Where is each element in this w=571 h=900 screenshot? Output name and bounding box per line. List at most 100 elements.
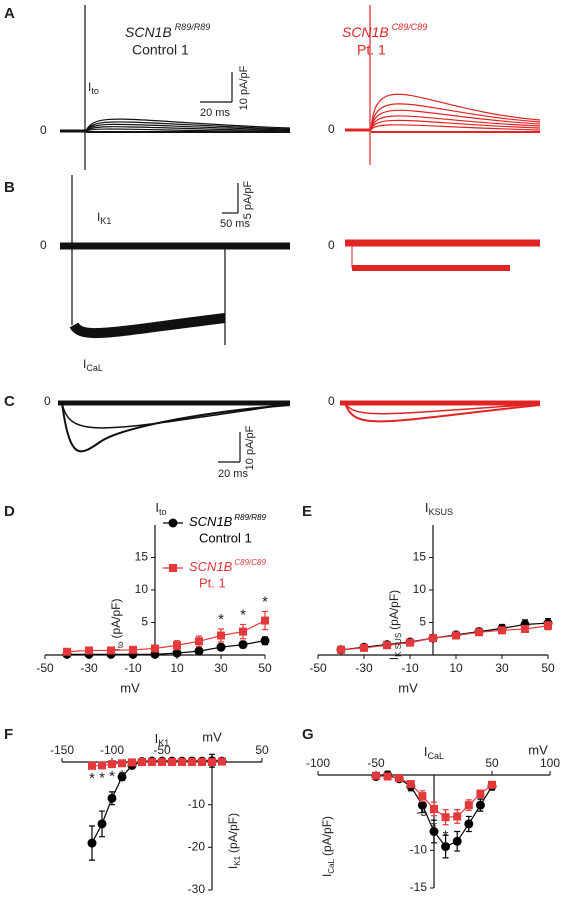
current-label: ICaL [83,357,103,373]
data-point [452,631,460,640]
data-point [88,761,96,770]
data-point [107,793,117,803]
data-point [441,813,450,822]
x-tick-label: 50 [258,661,272,675]
panel-label: A [4,5,15,22]
title-base: I [155,731,159,746]
x-tick-label: -10 [124,661,142,675]
data-point [173,641,181,650]
significance-marker: * [99,770,105,787]
significance-marker: * [431,819,437,836]
panel-label: E [302,503,312,520]
current-base: I [83,357,86,371]
gene: SCN1B [342,24,389,40]
genotype-label: SCN1B R89/R89 [125,22,210,39]
scale-bar [200,72,233,103]
genotype: R89/R89 [175,22,211,32]
data-point [429,827,439,836]
legend-label: Control 1 [199,530,252,545]
data-point [218,757,226,766]
series-line [66,620,266,653]
data-point [498,626,506,635]
y-label-unit: (pA/pF) [109,598,123,638]
data-point [406,780,415,789]
chart-title: IK1 [155,731,170,748]
panel-label: F [4,726,13,743]
zero-label: 0 [44,394,51,408]
y-axis-label: Ito(pA/pF) [109,598,125,651]
x-tick-label: 100 [540,756,560,770]
data-point [521,625,529,633]
data-point [453,812,462,821]
y-label-base: I [226,866,240,869]
data-point [337,645,345,654]
legend-label: SCN1B C89/C89 [189,558,266,574]
x-tick-label: -150 [50,743,74,757]
x-tick-label: -30 [80,661,98,675]
data-point [97,819,107,829]
y-tick-label: -10 [410,843,428,857]
y-tick-label: 10 [413,582,427,596]
title-sub: KSUS [429,507,454,517]
x-tick-label: 10 [170,661,184,675]
legend-gene: SCN1B [189,514,233,529]
data-point [128,758,136,767]
y-label-unit: (pA/pF) [320,816,334,856]
data-point [475,800,485,810]
data-point [151,644,159,653]
legend-genotype: C89/C89 [234,558,266,567]
genotype: C89/C89 [392,22,428,32]
data-point [464,819,474,829]
legend-label: SCN1B R89/R89 [189,513,266,529]
data-point [107,646,115,655]
x-tick-label: 50 [255,743,269,757]
current-sub: K1 [100,216,111,226]
data-point [85,646,93,655]
time-scale: 50 ms [220,218,250,230]
current-sub: to [91,86,99,96]
trace-control-ik1 [60,175,290,345]
y-tick-label: 15 [413,550,427,564]
y-label-unit: (pA/pF) [387,590,401,630]
trace-patient-ical [340,400,541,423]
x-tick-label: -50 [309,661,327,675]
data-point [63,647,71,656]
title-base: I [155,500,159,515]
y-label-sub: K1 [233,855,242,865]
data-point [172,648,182,658]
title-sub: to [159,507,167,517]
data-point [117,772,127,782]
chart-title: IKSUS [425,500,453,517]
data-point [118,759,126,768]
data-point [406,638,414,647]
x-tick-label: -100 [100,743,124,757]
scale-bar [222,183,239,214]
data-point [178,758,186,766]
group-label: Pt. 1 [357,42,386,58]
x-tick-label: -10 [401,661,419,675]
zero-label: 0 [328,238,335,252]
significance-marker: * [218,611,224,628]
data-point [208,758,216,766]
x-tick-label: -50 [36,661,54,675]
x-tick-label: 50 [541,661,555,675]
title-base: I [425,500,429,515]
data-point [129,645,137,654]
data-point [188,758,196,766]
y-tick-label: 5 [141,615,148,629]
trace-patient-ito [345,5,541,165]
y-label-unit: (pA/pF) [226,813,240,853]
data-point [464,801,473,810]
data-point [98,761,106,770]
legend-marker [169,564,177,572]
y-axis-label: IK SUS (pA/pF) [387,590,403,660]
series-line [67,640,266,655]
current-scale: 10 pA/pF [244,425,256,470]
data-point [148,758,156,766]
data-point [488,780,496,789]
data-point [87,838,97,848]
zero-label: 0 [40,238,47,252]
data-point [383,772,392,781]
data-point [395,774,404,783]
legend-gene: SCN1B [189,559,233,574]
